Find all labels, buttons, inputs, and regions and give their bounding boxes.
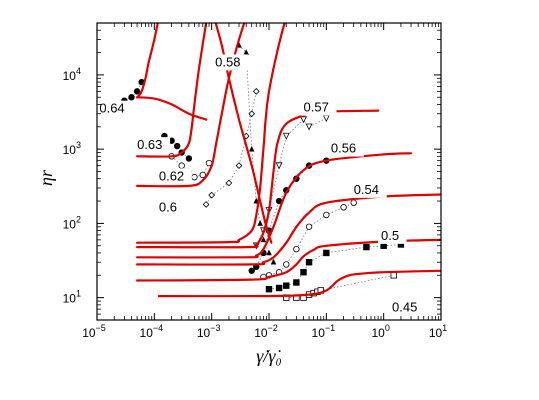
data-marker xyxy=(282,132,290,140)
x-axis-title: γ̇/γ̇₀ xyxy=(256,346,281,366)
data-marker xyxy=(340,204,347,211)
data-marker xyxy=(300,269,307,276)
data-marker xyxy=(235,162,243,169)
curve-label-bg xyxy=(378,227,407,244)
data-marker xyxy=(185,155,193,162)
data-marker xyxy=(173,142,181,150)
marker-connector xyxy=(124,81,142,101)
curve-labels: 0.45 0.5 0.54 0.56 0.57 0.58 0.6 0.62 0.63 0.64 xyxy=(96,54,426,316)
data-marker xyxy=(283,261,290,268)
curve-label: 0.58 xyxy=(215,54,240,69)
marker-connector xyxy=(255,117,327,246)
data-marker xyxy=(275,162,283,170)
marker-series xyxy=(265,241,405,293)
data-marker xyxy=(208,191,216,199)
curve-label: 0.56 xyxy=(331,141,356,156)
data-marker xyxy=(265,285,273,293)
model-curve xyxy=(136,96,208,121)
data-marker xyxy=(305,123,313,131)
curve-label-bg xyxy=(212,54,249,71)
curve-label: 0.57 xyxy=(304,100,329,115)
data-marker xyxy=(202,201,210,208)
model-curve xyxy=(214,23,273,244)
model-curve xyxy=(136,23,246,188)
model-curve xyxy=(136,23,286,244)
data-marker xyxy=(191,173,198,181)
data-marker xyxy=(133,88,141,95)
y-axis-title: ηr xyxy=(36,169,56,186)
data-marker xyxy=(300,116,307,124)
data-marker xyxy=(128,94,135,101)
data-marker xyxy=(275,284,283,292)
data-marker xyxy=(248,145,255,152)
data-marker xyxy=(248,267,255,274)
data-marker xyxy=(305,223,313,230)
data-marker xyxy=(225,179,233,187)
data-marker xyxy=(260,236,267,243)
data-marker xyxy=(363,243,370,251)
curve-label: 0.6 xyxy=(159,199,177,214)
data-marker xyxy=(283,282,290,289)
curve-label-bg xyxy=(134,137,171,154)
curve-label: 0.45 xyxy=(392,300,417,315)
data-marker xyxy=(243,49,249,55)
data-marker xyxy=(305,259,313,266)
data-marker xyxy=(323,211,330,219)
curve-label-bg xyxy=(155,168,192,185)
data-marker xyxy=(270,258,277,265)
curve-label-bg xyxy=(155,199,185,216)
model-curve xyxy=(136,23,159,99)
data-marker xyxy=(350,199,357,206)
marker-connector xyxy=(238,45,274,263)
curve-label: 0.54 xyxy=(354,182,379,197)
model-curve xyxy=(157,269,441,298)
curve-label-bg xyxy=(350,181,387,198)
data-marker xyxy=(248,110,256,118)
curve-label-bg xyxy=(389,299,426,316)
data-marker xyxy=(323,249,330,257)
curve-label: 0.64 xyxy=(99,101,124,116)
marker-series xyxy=(168,153,213,181)
model-curve xyxy=(136,193,441,266)
curve-label: 0.62 xyxy=(159,168,184,183)
data-marker xyxy=(252,88,260,95)
model-curve xyxy=(136,238,441,282)
curve-label-bg xyxy=(96,100,133,117)
data-marker xyxy=(266,249,272,256)
data-marker xyxy=(257,220,263,226)
data-marker xyxy=(199,171,206,179)
curve-label: 0.63 xyxy=(137,137,162,152)
model-curve xyxy=(136,152,413,259)
curve-label-bg xyxy=(300,99,337,116)
model-curve xyxy=(136,23,208,158)
marker-series xyxy=(202,88,260,208)
curve-label: 0.5 xyxy=(381,228,399,243)
data-marker xyxy=(293,279,300,286)
data-marker xyxy=(293,245,300,253)
marker-connector xyxy=(268,244,401,290)
data-marker xyxy=(390,272,397,279)
curve-label-bg xyxy=(327,140,364,157)
plot-area xyxy=(121,23,441,301)
